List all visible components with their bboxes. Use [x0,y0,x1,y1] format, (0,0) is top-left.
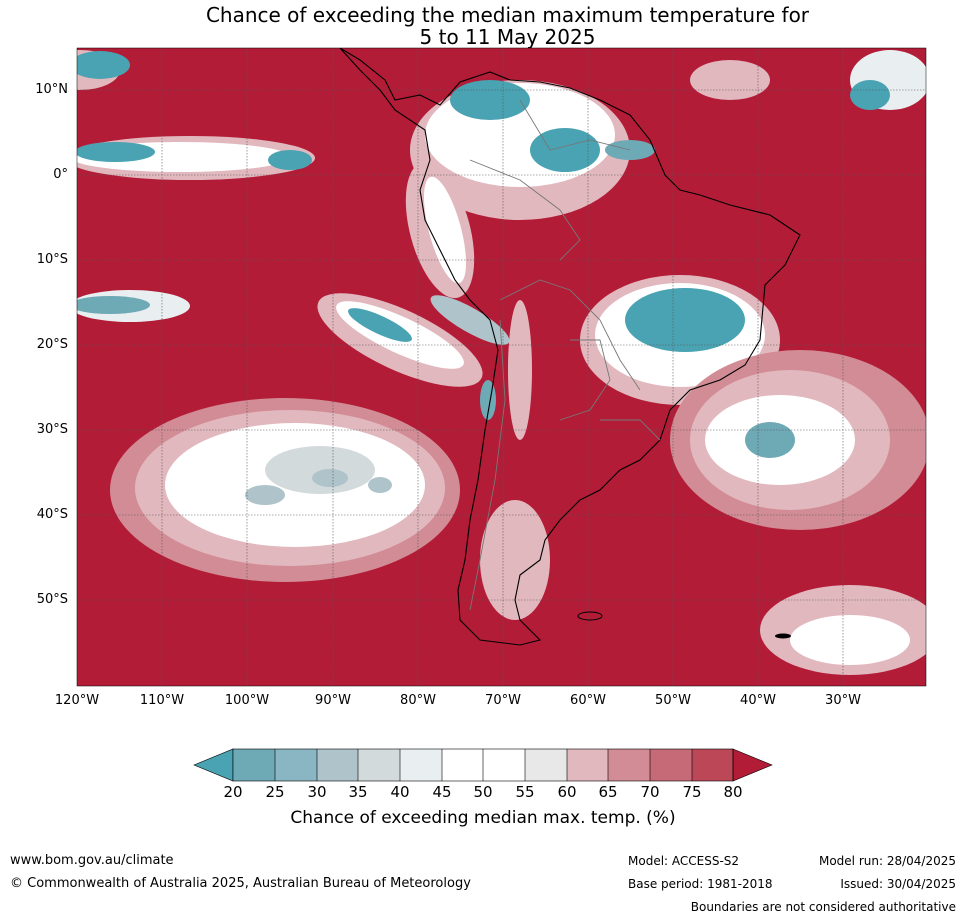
lon-label: 90°W [303,693,363,708]
colorbar-tick: 40 [380,783,420,801]
lon-label: 30°W [813,693,873,708]
colorbar-bin [567,749,608,781]
colorbar-bin [275,749,317,781]
colorbar-label: Chance of exceeding median max. temp. (%… [194,808,772,828]
copyright-text: © Commonwealth of Australia 2025, Austra… [10,876,471,891]
colorbar-tick: 30 [297,783,337,801]
lat-label: 10°N [8,82,68,97]
colorbar-tick: 20 [213,783,253,801]
colorbar-tick: 80 [713,783,753,801]
colorbar-bin [400,749,442,781]
colorbar-lower-arrow [194,749,233,781]
colorbar-tick: 75 [672,783,712,801]
colorbar [194,749,772,781]
lat-label: 10°S [8,252,68,267]
colorbar-bin [692,749,733,781]
lon-label: 70°W [473,693,533,708]
colorbar-bin [317,749,358,781]
colorbar-tick: 70 [630,783,670,801]
map-area [40,48,940,686]
colorbar-tick: 45 [422,783,462,801]
lon-label: 80°W [388,693,448,708]
issued-date: Issued: 30/04/2025 [840,877,956,891]
base-period: Base period: 1981-2018 [628,877,773,891]
lon-label: 100°W [217,693,277,708]
lat-label: 40°S [8,507,68,522]
lat-label: 20°S [8,337,68,352]
lat-label: 30°S [8,422,68,437]
colorbar-tick: 50 [463,783,503,801]
colorbar-bin [442,749,483,781]
model-name: Model: ACCESS-S2 [628,854,739,868]
colorbar-bin [358,749,400,781]
colorbar-bin [525,749,567,781]
lon-label: 60°W [558,693,618,708]
boundaries-disclaimer: Boundaries are not considered authoritat… [691,900,956,914]
colorbar-upper-arrow [733,749,772,781]
lat-label: 0° [8,167,68,182]
south-georgia [775,634,791,639]
colorbar-bin [483,749,525,781]
colorbar-tick: 55 [505,783,545,801]
colorbar-tick: 25 [255,783,295,801]
lon-label: 110°W [132,693,192,708]
colorbar-tick: 35 [338,783,378,801]
website-link[interactable]: www.bom.gov.au/climate [10,853,174,868]
colorbar-bin [233,749,275,781]
colorbar-bin [650,749,692,781]
colorbar-tick: 60 [547,783,587,801]
model-run-date: Model run: 28/04/2025 [819,854,956,868]
colorbar-bin [608,749,650,781]
lon-label: 50°W [643,693,703,708]
lon-label: 40°W [728,693,788,708]
lon-label: 120°W [47,693,107,708]
pacific-anomaly-blob [110,398,460,582]
lat-label: 50°S [8,592,68,607]
colorbar-tick: 65 [588,783,628,801]
